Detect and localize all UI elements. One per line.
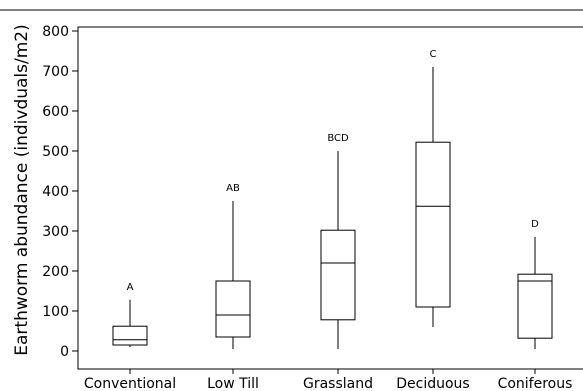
y-axis-label: Earthworm abundance (indivduals/m2) <box>12 24 32 356</box>
x-tick-label: Coniferous <box>498 376 573 391</box>
iqr-box <box>320 229 356 321</box>
iqr-box <box>415 141 451 308</box>
plot-area <box>77 26 583 370</box>
x-tick-label: Grassland <box>303 376 373 391</box>
significance-letter: BCD <box>327 133 349 144</box>
x-tick-label: Conventional <box>84 376 176 391</box>
x-tick-label: Deciduous <box>396 376 469 391</box>
significance-letter: D <box>531 219 539 230</box>
x-tick-label: Low Till <box>207 376 259 391</box>
y-axis: 0 100 200 300 400 500 600 700 800 <box>42 24 78 360</box>
iqr-box <box>112 325 148 346</box>
y-tick-label: 0 <box>60 344 69 360</box>
y-tick-label: 200 <box>42 264 69 280</box>
plot-frame <box>77 26 583 370</box>
y-tick-label: 400 <box>42 184 69 200</box>
box-low-till: AB <box>215 183 251 349</box>
boxes: A AB BCD C D <box>112 49 553 349</box>
y-tick-label: 800 <box>42 24 69 40</box>
y-tick-label: 500 <box>42 144 69 160</box>
x-axis: Conventional Low Till Grassland Deciduous Co… <box>84 369 573 391</box>
iqr-box <box>215 280 251 338</box>
significance-letter: C <box>430 49 437 60</box>
box-conventional: A <box>112 282 148 347</box>
y-tick-label: 700 <box>42 64 69 80</box>
significance-letter: AB <box>226 183 240 194</box>
box-deciduous: C <box>415 49 451 327</box>
iqr-box <box>517 273 553 339</box>
box-coniferous: D <box>517 219 553 349</box>
box-grassland: BCD <box>320 133 356 349</box>
y-tick-label: 600 <box>42 104 69 120</box>
significance-letter: A <box>127 282 134 293</box>
y-tick-label: 100 <box>42 304 69 320</box>
y-tick-label: 300 <box>42 224 69 240</box>
